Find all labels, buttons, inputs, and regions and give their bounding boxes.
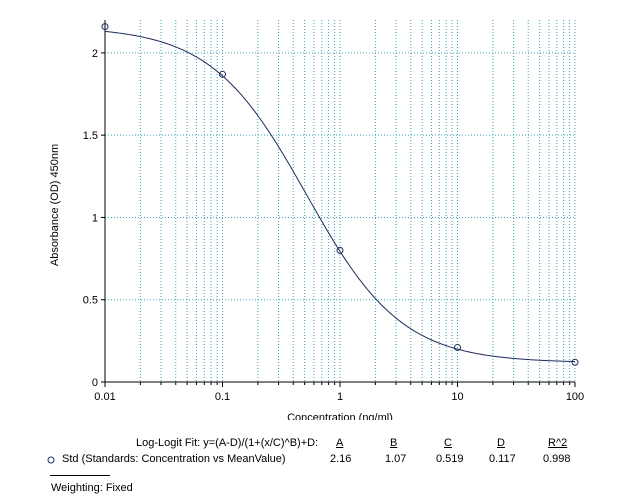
- value-r2: 0.998: [543, 453, 571, 465]
- value-b: 1.07: [385, 453, 407, 465]
- x-axis-label: Concentration (ng/ml): [287, 412, 393, 420]
- data-point: [336, 246, 344, 254]
- x-tick-label: 100: [566, 391, 584, 403]
- tick-labels: 0.01 0.1 1 10 100 0 0.5 1 1.5 2: [83, 48, 584, 403]
- y-tick-label: 2: [92, 48, 98, 60]
- grid-lines: [104, 20, 576, 383]
- y-tick-label: 1: [92, 212, 98, 224]
- header-d: D: [497, 437, 505, 449]
- y-axis-label: Absorbance (OD) 450nm: [49, 144, 61, 266]
- legend-marker-icon: [47, 456, 55, 464]
- x-tick-label: 0.1: [215, 391, 230, 403]
- header-b: B: [390, 437, 398, 449]
- data-point: [571, 358, 579, 366]
- value-a: 2.16: [330, 453, 352, 465]
- y-tick-label: 1.5: [83, 130, 98, 142]
- x-tick-label: 10: [451, 391, 463, 403]
- weighting-label: Weighting: Fixed: [51, 482, 133, 494]
- x-tick-label: 1: [337, 391, 343, 403]
- data-point: [219, 70, 226, 78]
- header-a: A: [336, 437, 344, 449]
- data-point: [101, 23, 109, 31]
- fit-equation: Log-Logit Fit: y=(A-D)/(1+(x/C)^B)+D:: [136, 437, 319, 449]
- data-point: [454, 343, 461, 351]
- axes: [101, 20, 576, 387]
- chart: 0.01 0.1 1 10 100 0 0.5 1 1.5 2 Concentration (ng…: [49, 20, 584, 420]
- x-tick-label: 0.01: [94, 391, 115, 403]
- y-tick-label: 0.5: [83, 295, 98, 307]
- header-c: C: [444, 437, 452, 449]
- legend-divider: [50, 475, 110, 476]
- fit-curve: [104, 30, 576, 363]
- legend-series-label: Std (Standards: Concentration vs MeanVal…: [62, 453, 286, 465]
- header-r2: R^2: [548, 437, 568, 449]
- y-tick-label: 0: [92, 377, 98, 389]
- value-c: 0.519: [436, 453, 464, 465]
- value-d: 0.117: [489, 453, 516, 465]
- data-points: [101, 23, 579, 366]
